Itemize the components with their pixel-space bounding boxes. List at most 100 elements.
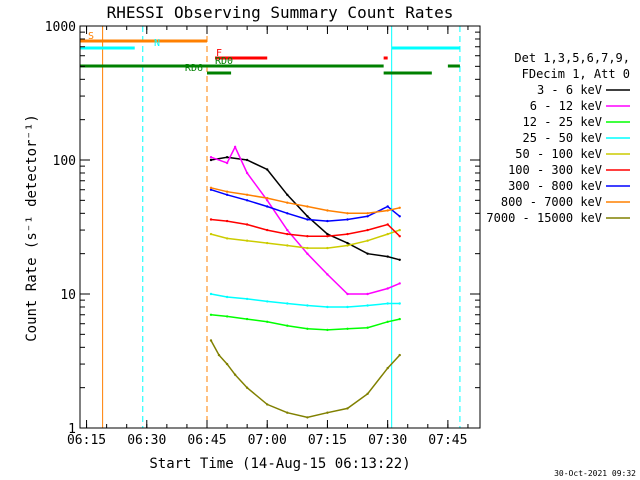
data-point xyxy=(286,411,289,414)
data-point xyxy=(245,193,249,196)
data-point xyxy=(326,235,329,238)
data-point xyxy=(245,171,249,175)
data-point xyxy=(209,232,213,236)
data-point xyxy=(266,196,269,200)
legend-label: 25 - 50 keV xyxy=(523,131,602,145)
legend-label: 12 - 25 keV xyxy=(523,115,602,129)
x-axis-label: Start Time (14-Aug-15 06:13:22) xyxy=(149,456,410,472)
data-point xyxy=(398,206,401,209)
data-point xyxy=(225,156,229,159)
legend-label: 6 - 12 keV xyxy=(530,99,602,113)
data-point xyxy=(346,218,349,221)
data-point xyxy=(209,156,213,159)
y-tick-label: 100 xyxy=(53,154,76,169)
series-line xyxy=(210,229,400,249)
data-point xyxy=(209,339,213,342)
x-tick-label: 06:45 xyxy=(187,433,226,448)
data-point xyxy=(326,305,329,309)
data-point xyxy=(286,201,289,204)
legend-label: 7000 - 15000 keV xyxy=(486,211,602,225)
data-point xyxy=(286,193,289,196)
data-point xyxy=(286,302,289,305)
data-point xyxy=(306,215,309,218)
data-point xyxy=(225,161,229,165)
data-point xyxy=(386,366,389,370)
data-point xyxy=(386,302,389,305)
data-point xyxy=(233,145,237,149)
series-line xyxy=(210,187,400,215)
data-point xyxy=(245,239,249,242)
data-point xyxy=(346,241,349,245)
data-point xyxy=(225,190,229,193)
data-point xyxy=(245,386,249,389)
data-point xyxy=(209,158,213,162)
data-point xyxy=(366,292,369,296)
data-point xyxy=(217,353,221,357)
data-point xyxy=(398,235,401,238)
data-point xyxy=(346,292,349,296)
data-point xyxy=(386,205,389,208)
data-point xyxy=(266,320,269,323)
data-point xyxy=(326,328,329,332)
legend-label: 3 - 6 keV xyxy=(537,83,602,97)
data-point xyxy=(366,252,369,255)
data-point xyxy=(386,209,389,212)
flag-label: S xyxy=(88,31,94,42)
data-point xyxy=(398,317,401,321)
legend-header-line-1: Det 1,3,5,6,7,9, xyxy=(514,51,630,65)
data-point xyxy=(306,205,309,208)
legend: Det 1,3,5,6,7,9, FDecim 1, Att 0 3 - 6 k… xyxy=(486,51,630,225)
data-point xyxy=(286,244,289,247)
data-point xyxy=(386,287,389,290)
y-tick-label: 10 xyxy=(60,288,76,303)
data-point xyxy=(398,258,401,261)
data-point xyxy=(398,228,401,232)
x-ticks: 06:15 06:30 06:45 07:00 07:15 07:30 07:45 xyxy=(67,26,469,448)
legend-label: 50 - 100 keV xyxy=(515,147,602,161)
data-point xyxy=(326,411,329,414)
legend-label: 100 - 300 keV xyxy=(508,163,602,177)
data-point xyxy=(209,186,213,189)
data-point xyxy=(366,228,369,232)
data-point xyxy=(306,246,309,250)
legend-label: 300 - 800 keV xyxy=(508,179,602,193)
data-point xyxy=(346,244,349,247)
y-tick-label: 1000 xyxy=(45,20,76,35)
data-point xyxy=(398,282,401,285)
data-point xyxy=(245,158,249,162)
x-tick-label: 07:15 xyxy=(308,433,347,448)
plot-frame xyxy=(79,25,481,429)
data-point xyxy=(326,273,329,276)
data-point xyxy=(326,209,329,212)
timestamp: 30-Oct-2021 09:32 xyxy=(554,469,636,478)
data-point xyxy=(346,212,349,215)
data-point xyxy=(266,241,269,245)
data-point xyxy=(366,215,369,218)
data-point xyxy=(286,324,289,327)
data-point xyxy=(233,373,237,376)
data-point xyxy=(346,305,349,309)
chart-title: RHESSI Observing Summary Count Rates xyxy=(107,3,454,22)
data-point xyxy=(209,292,213,296)
data-point xyxy=(245,317,249,321)
data-point xyxy=(386,255,389,258)
data-point xyxy=(266,199,269,202)
series-line xyxy=(210,314,400,331)
flag-label: F xyxy=(216,48,222,59)
data-point xyxy=(225,193,229,196)
legend-header-line-2: FDecim 1, Att 0 xyxy=(522,67,630,81)
data-point xyxy=(266,300,269,303)
data-point xyxy=(398,302,401,305)
data-point xyxy=(245,199,249,202)
data-point xyxy=(326,246,329,250)
flag-label: RD6 xyxy=(185,63,203,74)
data-point xyxy=(209,188,213,191)
data-point xyxy=(366,304,369,307)
x-tick-label: 07:30 xyxy=(368,433,407,448)
series-line xyxy=(210,293,400,308)
data-point xyxy=(366,212,369,215)
data-point xyxy=(225,315,229,318)
data-point xyxy=(266,205,269,208)
